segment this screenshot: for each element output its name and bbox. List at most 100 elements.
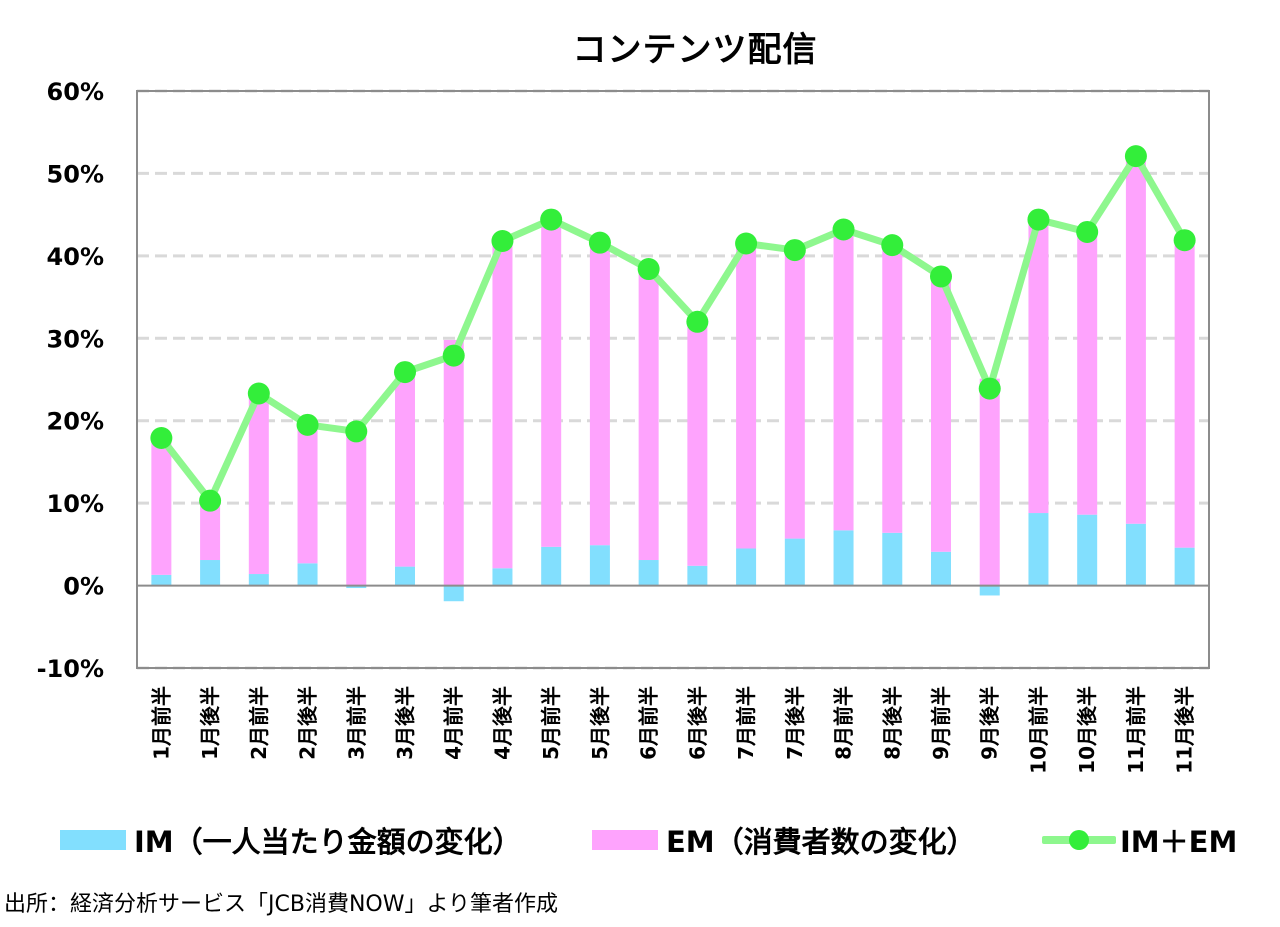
x-tick-label: 3月前半 bbox=[344, 686, 368, 760]
total-point bbox=[150, 427, 173, 450]
x-tick-label: 8月前半 bbox=[832, 686, 856, 760]
bar-em bbox=[931, 276, 951, 552]
x-tick-label: 4月前半 bbox=[442, 686, 466, 760]
bar-em bbox=[541, 219, 562, 547]
x-tick-label: 7月後半 bbox=[783, 686, 807, 760]
total-point bbox=[735, 232, 758, 255]
bar-im bbox=[638, 560, 659, 586]
bar-im bbox=[931, 551, 951, 586]
bar-im bbox=[200, 560, 221, 586]
bar-em bbox=[492, 241, 513, 569]
bar-em bbox=[1174, 240, 1195, 548]
legend-label-em: EM（消費者数の変化） bbox=[666, 825, 976, 859]
legend-item-em: EM（消費者数の変化） bbox=[592, 818, 976, 862]
bar-em bbox=[1077, 231, 1098, 515]
bar-im bbox=[1028, 513, 1049, 586]
total-point bbox=[345, 420, 368, 443]
bar-em bbox=[784, 250, 805, 539]
bar-im bbox=[1174, 547, 1195, 586]
bar-em bbox=[833, 229, 854, 531]
bar-em bbox=[248, 393, 269, 575]
x-tick-label: 10月前半 bbox=[1026, 686, 1050, 774]
bar-em bbox=[1028, 219, 1049, 514]
total-line-path bbox=[158, 152, 1188, 505]
bar-im bbox=[979, 585, 1000, 596]
bar-em bbox=[200, 500, 221, 561]
y-tick-label: 0% bbox=[63, 573, 104, 601]
x-tick-label: 2月前半 bbox=[247, 686, 271, 760]
bar-im bbox=[297, 563, 318, 586]
legend-line-marker-icon bbox=[1042, 818, 1116, 862]
bar-im bbox=[346, 585, 367, 589]
x-tick-label: 8月後半 bbox=[880, 686, 904, 760]
total-point bbox=[296, 413, 319, 436]
bar-im bbox=[151, 574, 172, 586]
y-tick-label: 30% bbox=[47, 325, 104, 353]
bar-em bbox=[1125, 156, 1146, 524]
x-tick-label: 1月後半 bbox=[198, 686, 222, 760]
bar-em bbox=[736, 243, 757, 549]
bar-im bbox=[248, 574, 269, 586]
legend-item-total: IM＋EM bbox=[1042, 818, 1237, 862]
x-tick-label: 6月後半 bbox=[685, 686, 709, 760]
total-point bbox=[686, 310, 709, 333]
bar-im bbox=[784, 538, 805, 586]
chart-plot: 60% 50% 40% 30% 20% 10% 0% -10% 1月前半 1月後半 2月前半 2月後… bbox=[37, 78, 1210, 774]
bar-em bbox=[395, 372, 415, 567]
total-point bbox=[783, 239, 806, 262]
bar-em bbox=[882, 245, 903, 533]
x-tick-label: 9月前半 bbox=[929, 686, 953, 760]
legend-label-total: IM＋EM bbox=[1120, 825, 1238, 859]
y-axis-ticks: 60% 50% 40% 30% 20% 10% 0% -10% bbox=[37, 78, 104, 683]
total-point bbox=[199, 489, 222, 512]
bar-im bbox=[833, 530, 854, 586]
bar-em bbox=[638, 269, 659, 561]
plot-frame bbox=[136, 90, 1210, 669]
bar-em bbox=[443, 339, 464, 586]
bar-im bbox=[736, 548, 757, 586]
bar-em bbox=[979, 378, 1000, 586]
bar-im bbox=[443, 585, 464, 602]
total-point bbox=[247, 382, 270, 405]
bar-em bbox=[297, 424, 318, 564]
legend-label-im: IM（一人当たり金額の変化） bbox=[134, 825, 522, 859]
total-point bbox=[1173, 229, 1196, 252]
x-tick-label: 6月前半 bbox=[637, 686, 661, 760]
x-tick-label: 11月前半 bbox=[1124, 686, 1148, 774]
plot-border bbox=[136, 90, 1210, 669]
x-tick-label: 1月前半 bbox=[149, 686, 173, 760]
total-point bbox=[930, 265, 952, 288]
total-point bbox=[637, 258, 660, 281]
x-tick-label: 11月後半 bbox=[1173, 686, 1197, 774]
y-tick-label: 20% bbox=[47, 408, 104, 436]
bar-im bbox=[492, 568, 513, 586]
x-axis-ticks: 1月前半 1月後半 2月前半 2月後半 3月前半 3月後半 4月前半 4月後半 5月前半 5月後半… bbox=[149, 686, 1196, 774]
chart-title: コンテンツ配信 bbox=[572, 30, 818, 70]
total-point bbox=[881, 234, 904, 257]
total-point bbox=[442, 344, 465, 367]
x-tick-label: 10月後半 bbox=[1075, 686, 1099, 774]
bar-em bbox=[687, 321, 708, 566]
bars bbox=[151, 156, 1195, 602]
total-point bbox=[491, 230, 514, 253]
bar-im bbox=[687, 565, 708, 586]
bar-em bbox=[151, 438, 172, 575]
bar-im bbox=[541, 546, 562, 586]
y-tick-label: 60% bbox=[47, 78, 104, 106]
x-tick-label: 5月前半 bbox=[539, 686, 563, 760]
bar-em bbox=[346, 428, 367, 586]
total-point bbox=[1076, 220, 1099, 243]
x-tick-label: 5月後半 bbox=[588, 686, 612, 760]
legend: IM（一人当たり金額の変化） EM（消費者数の変化） IM＋EM bbox=[0, 818, 1280, 862]
total-line bbox=[150, 145, 1196, 512]
y-tick-label: 40% bbox=[47, 243, 104, 271]
legend-swatch-em bbox=[592, 830, 658, 850]
total-point bbox=[978, 377, 1001, 400]
bar-im bbox=[589, 545, 610, 586]
legend-item-im: IM（一人当たり金額の変化） bbox=[60, 818, 522, 862]
total-point bbox=[394, 361, 416, 384]
total-point bbox=[540, 208, 563, 231]
bar-im bbox=[1077, 514, 1098, 586]
bar-im bbox=[882, 532, 903, 586]
y-tick-label: 10% bbox=[47, 490, 104, 518]
